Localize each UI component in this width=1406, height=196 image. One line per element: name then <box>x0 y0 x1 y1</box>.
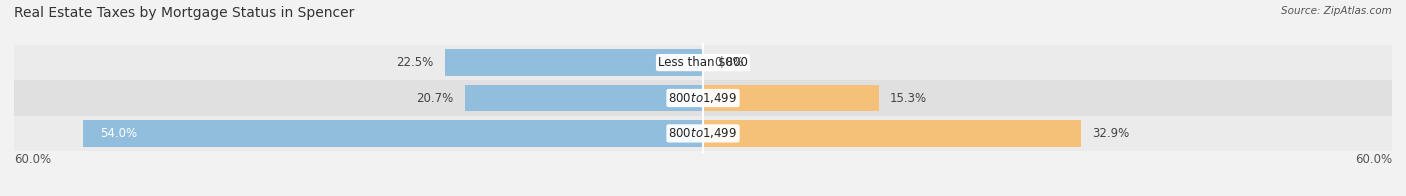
Text: $800 to $1,499: $800 to $1,499 <box>668 91 738 105</box>
Text: Real Estate Taxes by Mortgage Status in Spencer: Real Estate Taxes by Mortgage Status in … <box>14 6 354 20</box>
Bar <box>14 116 1392 151</box>
Text: 60.0%: 60.0% <box>1355 153 1392 166</box>
Bar <box>703 85 879 111</box>
Text: 0.0%: 0.0% <box>714 56 744 69</box>
Bar <box>14 80 1392 116</box>
Text: 32.9%: 32.9% <box>1092 127 1129 140</box>
Text: 22.5%: 22.5% <box>396 56 433 69</box>
Text: 15.3%: 15.3% <box>890 92 928 104</box>
Text: 20.7%: 20.7% <box>416 92 454 104</box>
Text: 60.0%: 60.0% <box>14 153 51 166</box>
Bar <box>14 45 1392 80</box>
Text: 54.0%: 54.0% <box>100 127 138 140</box>
Bar <box>465 85 703 111</box>
Bar <box>703 120 1081 147</box>
Text: Source: ZipAtlas.com: Source: ZipAtlas.com <box>1281 6 1392 16</box>
Bar <box>444 49 703 76</box>
Text: $800 to $1,499: $800 to $1,499 <box>668 126 738 140</box>
Bar <box>83 120 703 147</box>
Text: Less than $800: Less than $800 <box>658 56 748 69</box>
